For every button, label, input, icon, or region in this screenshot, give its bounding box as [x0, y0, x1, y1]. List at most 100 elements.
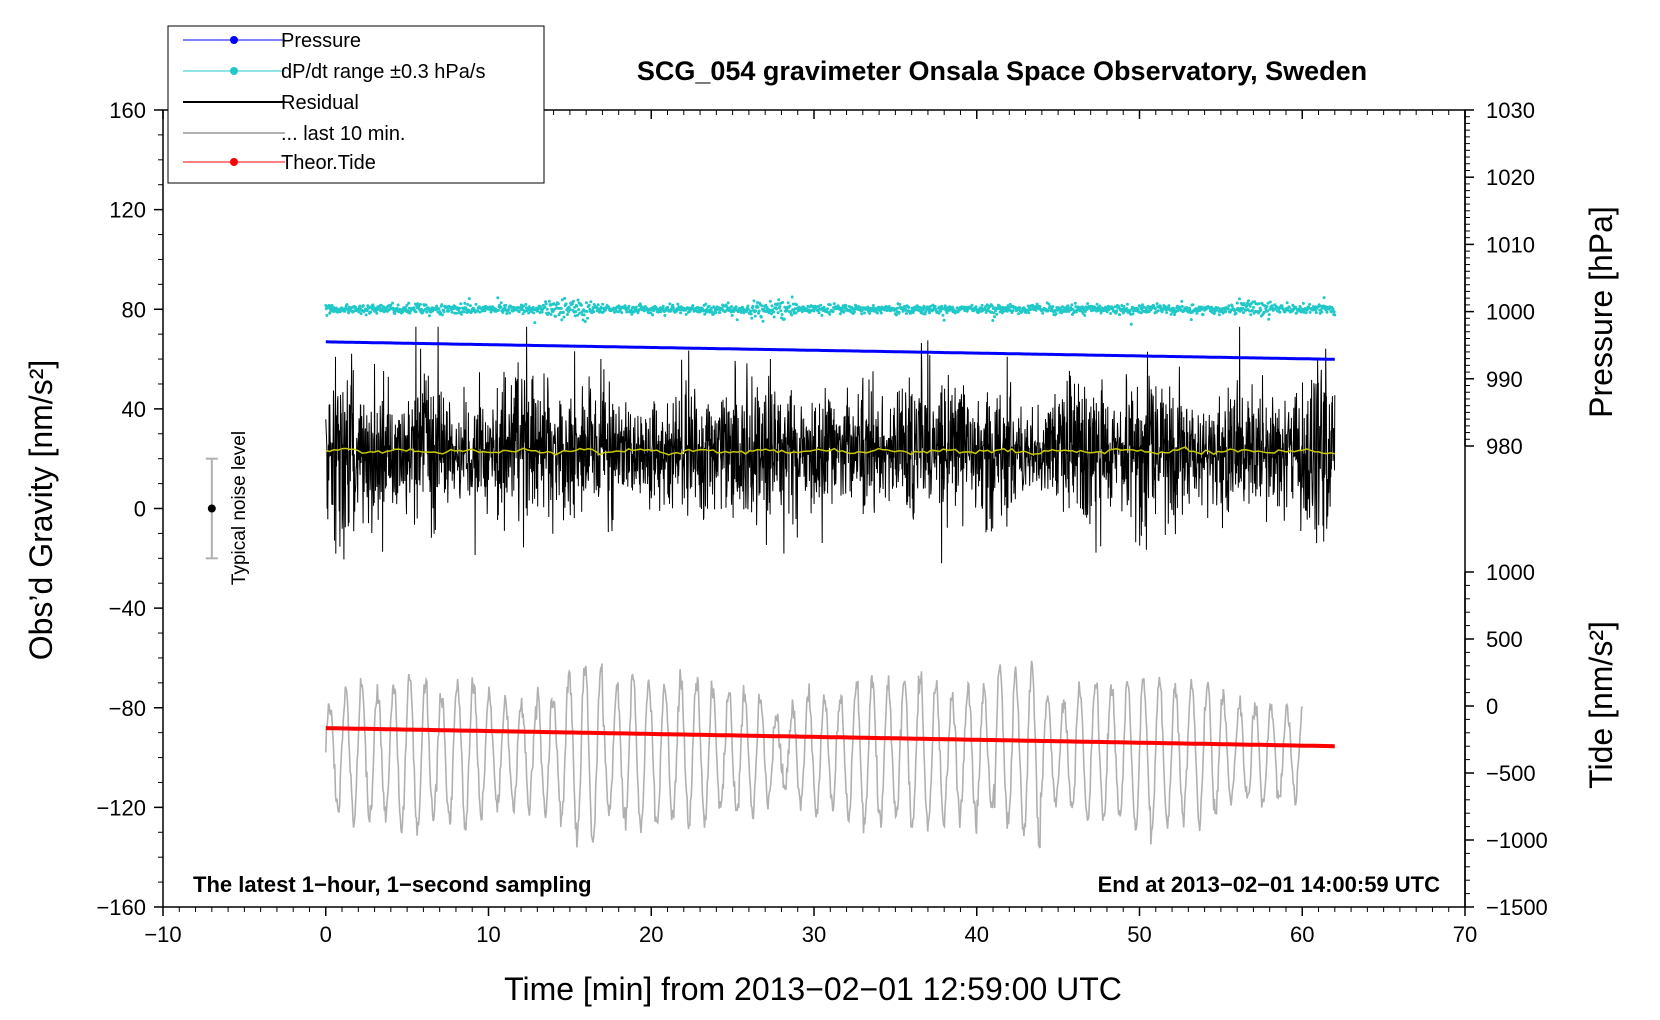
dpdt-point [887, 305, 891, 308]
dpdt-point [522, 304, 526, 308]
dpdt-point [1120, 307, 1124, 311]
dpdt-point [970, 303, 974, 307]
dpdt-point [582, 313, 586, 317]
dpdt-point [563, 296, 567, 300]
x-tick-label: −10 [144, 922, 181, 947]
dpdt-point [1141, 303, 1144, 307]
dpdt-point [788, 304, 792, 308]
dpdt-point [468, 304, 472, 308]
dpdt-point [1000, 311, 1004, 315]
dpdt-point [1118, 313, 1121, 317]
dpdt-point [1249, 313, 1253, 317]
dpdt-point [604, 308, 607, 312]
dpdt-point [894, 313, 898, 317]
dpdt-point [1074, 305, 1078, 309]
dpdt-point [553, 307, 556, 311]
y-axis-title-tide: Tide [nm/s²] [1583, 621, 1619, 789]
dpdt-point [617, 304, 621, 308]
dpdt-point [651, 313, 655, 317]
dpdt-point [1224, 310, 1227, 314]
dpdt-point [778, 305, 782, 308]
dpdt-point [924, 310, 928, 314]
dpdt-point [1265, 305, 1269, 309]
dpdt-point [785, 308, 789, 312]
dpdt-point [1007, 305, 1010, 309]
dpdt-point [524, 302, 528, 306]
dpdt-point [992, 311, 996, 315]
y-tick-label-left: −40 [109, 596, 146, 621]
y-tick-label-tide: 0 [1486, 694, 1498, 719]
dpdt-point [1131, 312, 1135, 316]
legend-item-last-10-min: ... last 10 min. [183, 123, 406, 145]
dpdt-point [359, 312, 363, 316]
dpdt-point [795, 303, 799, 307]
dpdt-point [1011, 309, 1015, 313]
dpdt-point [1047, 302, 1051, 306]
dpdt-point [1212, 312, 1216, 316]
dpdt-point [476, 309, 480, 313]
dpdt-point [1071, 307, 1075, 311]
dpdt-point [634, 305, 638, 309]
dpdt-point [1041, 311, 1045, 315]
dpdt-point [391, 301, 394, 305]
dpdt-point [401, 310, 404, 314]
dpdt-point [1083, 313, 1087, 317]
dpdt-point [1217, 313, 1221, 317]
dpdt-point [539, 305, 542, 309]
dpdt-point [858, 305, 862, 309]
dpdt-point [345, 303, 349, 307]
dpdt-point [379, 303, 383, 307]
legend-item-theor-tide: Theor.Tide [183, 152, 376, 174]
dpdt-point [1164, 305, 1167, 309]
dpdt-point [907, 306, 911, 309]
dpdt-point [759, 315, 763, 319]
dpdt-point [842, 309, 846, 313]
dpdt-point [1191, 303, 1195, 307]
dpdt-point [579, 303, 583, 307]
dpdt-point [1155, 302, 1159, 306]
dpdt-point [1122, 311, 1125, 315]
dpdt-point [393, 312, 397, 316]
dpdt-point [1081, 311, 1085, 315]
dpdt-point [1264, 307, 1268, 311]
dpdt-point [507, 308, 510, 312]
dpdt-point [1027, 311, 1031, 315]
dpdt-point [1333, 313, 1337, 317]
dpdt-point [931, 308, 935, 312]
dpdt-point [364, 313, 368, 317]
dpdt-point [499, 305, 503, 309]
dpdt-point [460, 310, 464, 314]
dpdt-point [939, 309, 943, 313]
dpdt-point [559, 306, 563, 310]
dpdt-point [552, 302, 556, 306]
legend-label-dpdt: dP/dt range ±0.3 hPa/s [281, 61, 485, 83]
dpdt-point [1034, 308, 1038, 312]
dpdt-point [543, 305, 547, 309]
dpdt-point [567, 310, 570, 314]
dpdt-point [585, 310, 589, 313]
dpdt-point [770, 304, 774, 308]
dpdt-point [395, 306, 399, 310]
legend-label-residual: Residual [281, 92, 359, 114]
dpdt-point [781, 301, 785, 304]
legend-item-pressure: Pressure [183, 30, 361, 52]
dpdt-point [496, 296, 500, 300]
dpdt-point [573, 305, 577, 309]
dpdt-point [940, 304, 944, 308]
dpdt-point [734, 305, 738, 309]
dpdt-point [775, 307, 778, 311]
dpdt-point [786, 301, 790, 305]
dpdt-point [756, 305, 760, 309]
y-tick-label-pressure: 1030 [1486, 98, 1535, 123]
y-tick-label-left: −120 [96, 795, 146, 820]
dpdt-point [776, 311, 780, 315]
dpdt-point [746, 304, 750, 308]
dpdt-point [405, 303, 409, 307]
dpdt-point [752, 299, 756, 303]
dpdt-point [1129, 322, 1133, 326]
dpdt-point [1060, 311, 1064, 315]
dpdt-point [794, 311, 798, 315]
dpdt-point [1189, 318, 1193, 322]
x-tick-label: 50 [1127, 922, 1151, 947]
